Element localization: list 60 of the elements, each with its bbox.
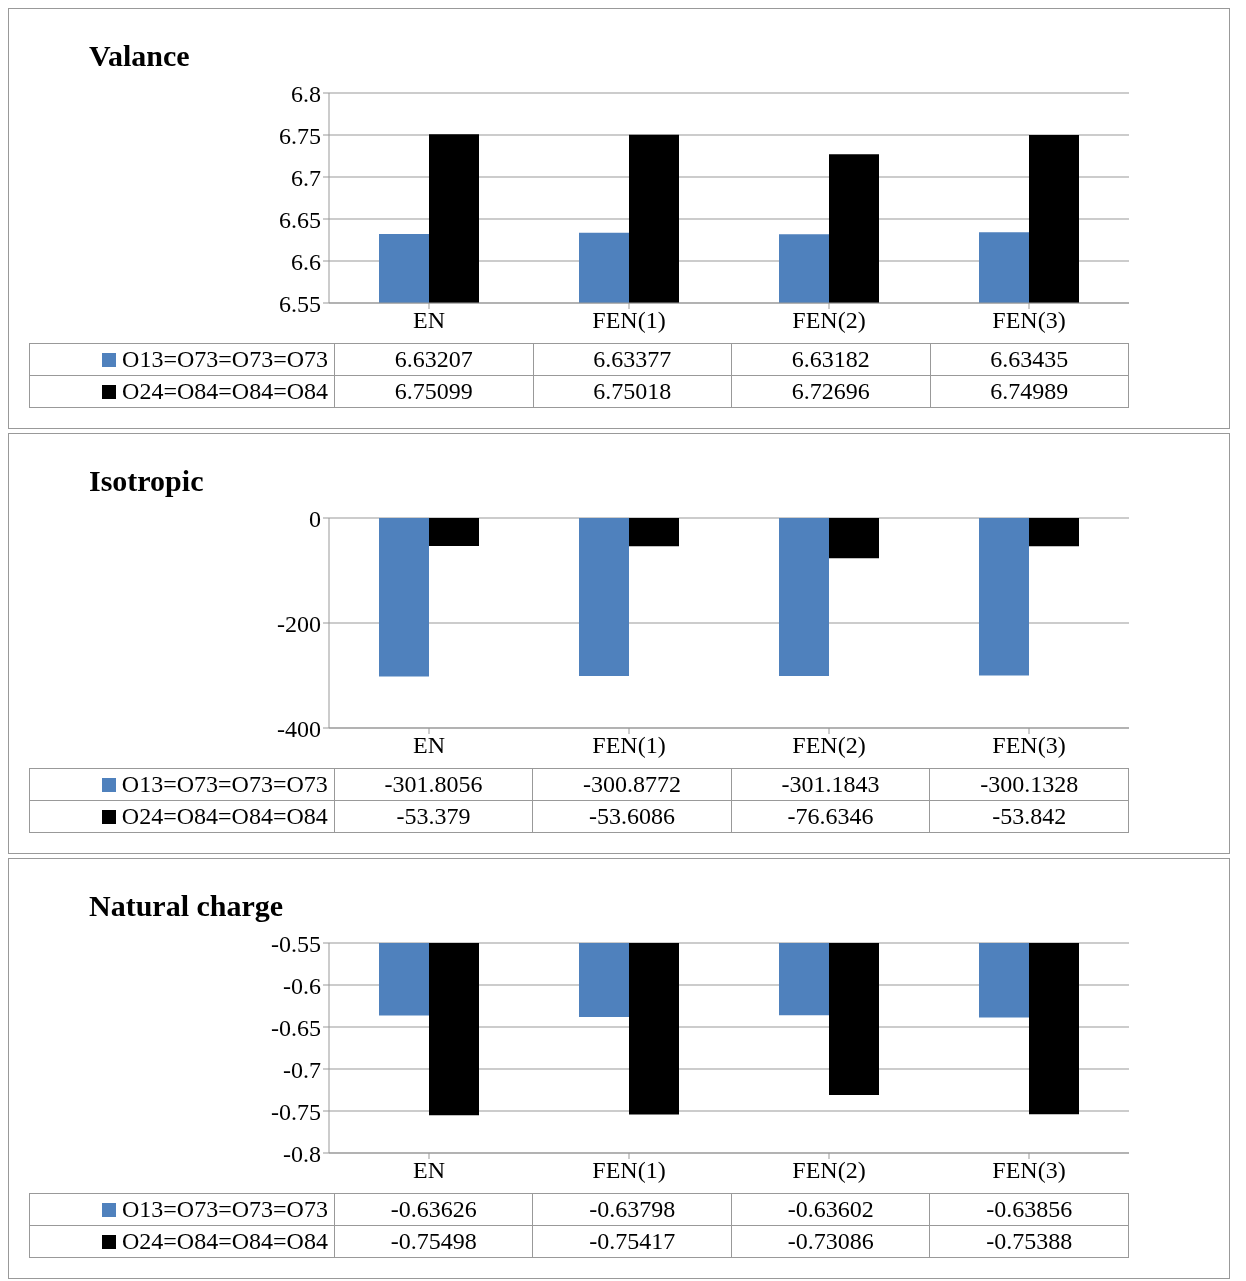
y-tick-label: 6.7 (291, 164, 321, 191)
legend-label: O13=O73=O73=O73 (29, 768, 335, 801)
x-tick-label: FEN(2) (792, 732, 866, 759)
x-tick-label: EN (413, 1157, 445, 1184)
x-tick-label: FEN(2) (792, 307, 866, 334)
data-label: -0.75498 (334, 1225, 533, 1258)
data-label: -0.63856 (929, 1193, 1129, 1226)
data-label: -301.1843 (731, 768, 930, 801)
y-tick-label: -0.55 (271, 930, 321, 957)
data-label: -76.6346 (731, 800, 930, 833)
x-tick-label: EN (413, 732, 445, 759)
data-label: -0.63798 (532, 1193, 732, 1226)
y-tick-label: -0.6 (283, 972, 321, 999)
data-label: -0.73086 (731, 1225, 930, 1258)
x-tick-label: FEN(1) (592, 732, 666, 759)
chart-title: Valance (89, 39, 191, 73)
data-label: -301.8056 (334, 768, 533, 801)
data-label: 6.63207 (334, 343, 534, 376)
data-label: -53.379 (334, 800, 533, 833)
y-tick-label: -200 (277, 610, 321, 637)
y-tick-label: 6.6 (291, 248, 321, 275)
x-tick-label: FEN(2) (792, 1157, 866, 1184)
x-tick-label: EN (413, 307, 445, 334)
data-label: -0.63602 (731, 1193, 930, 1226)
x-tick-label: FEN(3) (992, 732, 1066, 759)
data-label: 6.63182 (731, 343, 930, 376)
x-tick-label: FEN(1) (592, 307, 666, 334)
y-tick-label: -0.75 (271, 1098, 321, 1125)
data-label: -53.842 (929, 800, 1129, 833)
data-label: -300.1328 (929, 768, 1129, 801)
data-label: -300.8772 (532, 768, 732, 801)
x-tick-label: FEN(1) (592, 1157, 666, 1184)
data-label: -0.63626 (334, 1193, 533, 1226)
data-label: 6.75018 (533, 375, 732, 408)
legend-label: O24=O84=O84=O84 (29, 800, 335, 833)
y-tick-label: -0.7 (283, 1056, 321, 1083)
legend-label: O24=O84=O84=O84 (29, 1225, 335, 1258)
y-tick-label: 6.8 (291, 80, 321, 107)
y-tick-label: 6.55 (279, 290, 321, 317)
y-tick-label: -0.65 (271, 1014, 321, 1041)
y-tick-label: 0 (309, 505, 321, 532)
legend-label: O24=O84=O84=O84 (29, 375, 335, 408)
chart-title: Isotropic (89, 464, 205, 498)
y-tick-label: 6.65 (279, 206, 321, 233)
data-label: -0.75417 (532, 1225, 732, 1258)
x-tick-label: FEN(3) (992, 307, 1066, 334)
data-label: -53.6086 (532, 800, 732, 833)
legend-label: O13=O73=O73=O73 (29, 343, 335, 376)
data-label: 6.63435 (930, 343, 1129, 376)
legend-label: O13=O73=O73=O73 (29, 1193, 335, 1226)
data-label: -0.75388 (929, 1225, 1129, 1258)
x-tick-label: FEN(3) (992, 1157, 1066, 1184)
data-label: 6.75099 (334, 375, 534, 408)
data-label: 6.72696 (731, 375, 930, 408)
y-tick-label: 6.75 (279, 122, 321, 149)
y-tick-label: -400 (277, 715, 321, 742)
data-label: 6.63377 (533, 343, 732, 376)
chart-title: Natural charge (89, 889, 285, 923)
y-tick-label: -0.8 (283, 1140, 321, 1167)
data-label: 6.74989 (930, 375, 1129, 408)
